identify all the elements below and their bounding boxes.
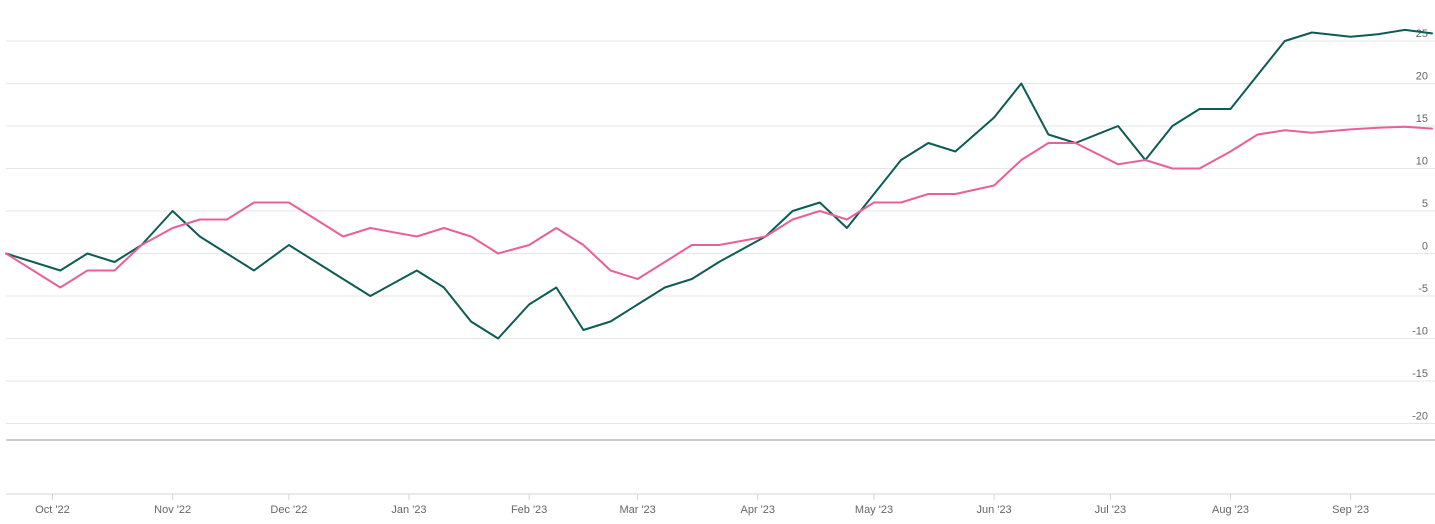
x-tick-label: Jan '23 <box>391 504 426 516</box>
x-tick-label: Jun '23 <box>977 504 1012 516</box>
series-line-2 <box>5 125 1433 289</box>
series-line-1 <box>5 28 1433 340</box>
x-tick-label: Nov '22 <box>154 504 191 516</box>
x-tick-label: Mar '23 <box>619 504 655 516</box>
y-axis: 25 20 15 10 5 0 -5 -10 -15 -20 <box>1412 28 1428 423</box>
y-tick-label: -15 <box>1412 368 1428 380</box>
x-tick-label: Sep '23 <box>1332 504 1369 516</box>
y-tick-label: 10 <box>1416 156 1428 168</box>
y-tick-label: 20 <box>1416 71 1428 83</box>
y-tick-label: -10 <box>1412 326 1428 338</box>
x-tick-label: Oct '22 <box>35 504 70 516</box>
x-tick-label: May '23 <box>855 504 893 516</box>
x-tick-label: Jul '23 <box>1095 504 1126 516</box>
x-tick-label: Feb '23 <box>511 504 547 516</box>
y-tick-label: -5 <box>1418 283 1428 295</box>
y-tick-label: 0 <box>1422 241 1428 253</box>
y-tick-label: -20 <box>1412 411 1428 423</box>
series-lines <box>5 28 1433 340</box>
x-tick-label: Aug '23 <box>1212 504 1249 516</box>
x-axis: Oct '22 Nov '22 Dec '22 Jan '23 Feb '23 Mar '… <box>35 494 1369 516</box>
x-tick-label: Dec '22 <box>270 504 307 516</box>
y-tick-label: 25 <box>1416 28 1428 40</box>
x-tick-label: Apr '23 <box>740 504 775 516</box>
grid <box>6 40 1435 424</box>
y-tick-label: 15 <box>1416 113 1428 125</box>
y-tick-label: 5 <box>1422 198 1428 210</box>
